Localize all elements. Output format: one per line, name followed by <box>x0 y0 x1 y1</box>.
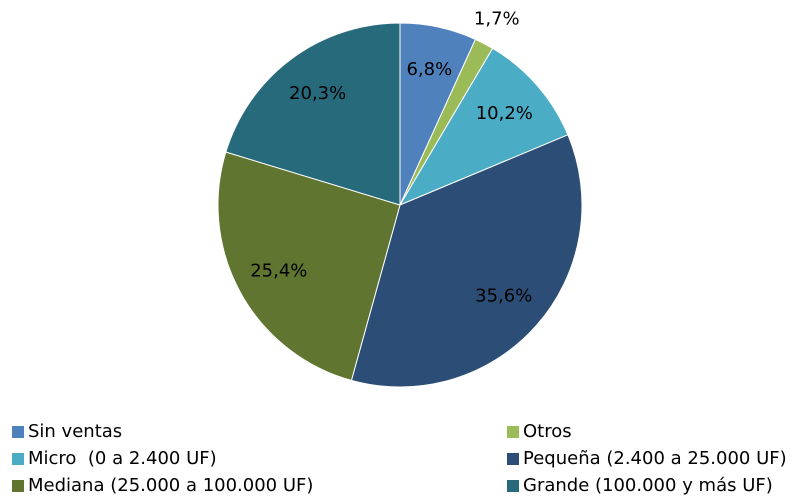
slice-label: 1,7% <box>474 8 520 29</box>
legend-swatch <box>507 453 519 465</box>
legend-label: Sin ventas <box>28 421 122 442</box>
slice-label: 25,4% <box>250 261 307 282</box>
legend-swatch <box>507 426 519 438</box>
legend-label: Grande (100.000 y más UF) <box>523 475 773 496</box>
legend-label: Pequeña (2.400 a 25.000 UF) <box>523 448 787 469</box>
pie-slice <box>217 151 401 382</box>
pie-slice <box>225 22 401 206</box>
legend-label: Mediana (25.000 a 100.000 UF) <box>28 475 313 496</box>
legend-swatch <box>12 426 24 438</box>
pie-slice <box>398 47 569 207</box>
pie-slice <box>350 134 583 388</box>
slice-label: 6,8% <box>406 59 452 80</box>
slice-label: 20,3% <box>289 83 346 104</box>
slice-label: 35,6% <box>475 285 532 306</box>
legend-label: Otros <box>523 421 572 442</box>
legend-swatch <box>12 453 24 465</box>
legend-swatch <box>507 480 519 492</box>
legend-swatch <box>12 480 24 492</box>
legend-label: Micro (0 a 2.400 UF) <box>28 448 217 469</box>
slice-label: 10,2% <box>476 103 533 124</box>
